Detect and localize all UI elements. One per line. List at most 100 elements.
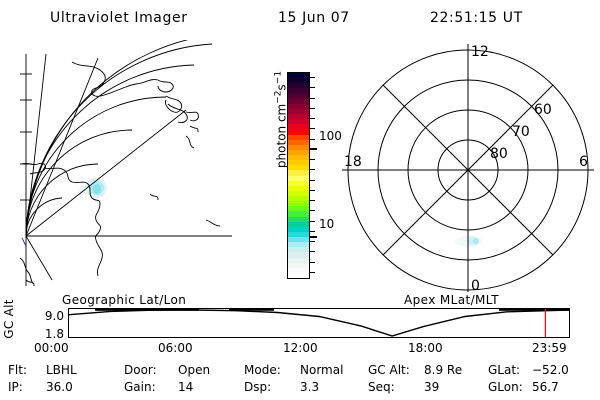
colorbar-cell [288, 231, 309, 237]
colorbar-cell [288, 185, 309, 191]
orbit-coverage-bar [229, 309, 274, 311]
colorbar-cell [288, 144, 309, 150]
colorbar-minor-tick [309, 179, 315, 181]
colorbar-cell [288, 129, 309, 135]
status-value: 39 [424, 380, 440, 394]
status-value: 56.7 [532, 380, 559, 394]
apex-panel-title: Apex MLat/MLT [404, 293, 499, 307]
status-label: IP: [8, 380, 23, 394]
colorbar-tick-label-10: 10 [319, 217, 335, 231]
status-value: 36.0 [46, 380, 73, 394]
aurora-emission-apex [453, 235, 482, 247]
colorbar-cell [288, 272, 309, 278]
colorbar-cell [288, 134, 309, 140]
colorbar-cell [288, 262, 309, 268]
status-label: Flt: [8, 363, 27, 377]
status-label: GLat: [488, 363, 521, 377]
colorbar-cell [288, 247, 309, 253]
colorbar-minor-tick [309, 118, 315, 119]
mlat-label-60: 60 [534, 102, 552, 118]
colorbar-cell [288, 170, 309, 176]
colorbar-minor-tick [309, 107, 315, 109]
colorbar-cell [288, 257, 309, 263]
status-value: 8.9 Re [424, 363, 463, 377]
colorbar-cell [288, 155, 309, 161]
pole-marker-icon [21, 237, 27, 247]
instrument-title: Ultraviolet Imager [50, 10, 188, 26]
status-value: Open [178, 363, 211, 377]
meridian-ticks [20, 73, 32, 201]
colorbar-cell [288, 267, 309, 273]
status-value: LBHL [46, 363, 77, 377]
geographic-map-svg [19, 40, 232, 287]
colorbar-cell [288, 119, 309, 125]
orbit-trace-svg [69, 309, 569, 337]
colorbar-major-tick [309, 236, 317, 238]
mlt-label-6: 6 [579, 154, 588, 170]
colorbar-major-tick [309, 148, 317, 150]
mlat-label-80: 80 [490, 146, 508, 162]
colorbar-minor-tick [309, 138, 315, 140]
colorbar-cell [288, 201, 309, 207]
colorbar-cell [288, 114, 309, 120]
colorbar-cell [288, 211, 309, 217]
colorbar-minor-tick [309, 189, 315, 191]
colorbar-minor-tick [309, 97, 315, 99]
orbit-ylabel: GC Alt [2, 299, 16, 339]
mlt-label-12: 12 [471, 44, 489, 60]
colorbar-cell [288, 206, 309, 212]
colorbar-minor-tick [309, 261, 315, 263]
colorbar-cell [288, 237, 309, 243]
colorbar-minor-tick [309, 87, 315, 89]
orbit-xtick-3: 18:00 [408, 341, 443, 355]
latitude-grid-lines [25, 40, 213, 237]
apex-polar-svg: 12 6 0 18 60 70 80 [342, 44, 594, 292]
colorbar-cell [288, 124, 309, 130]
status-label: Door: [124, 363, 157, 377]
colorbar-cell [288, 252, 309, 258]
observation-date: 15 Jun 07 [278, 10, 350, 26]
colorbar-unit-exp1: −2 [273, 90, 284, 104]
geographic-panel-title: Geographic Lat/Lon [62, 293, 187, 307]
colorbar-cell [288, 160, 309, 166]
orbit-xtick-2: 12:00 [283, 341, 318, 355]
apex-polar-panel: 12 6 0 18 60 70 80 [340, 42, 598, 292]
orbit-altitude-trace [69, 310, 569, 336]
longitude-grid-lines [25, 53, 232, 286]
colorbar-minor-tick [309, 128, 315, 130]
colorbar-minor-tick [309, 241, 315, 242]
colorbar-minor-tick [309, 251, 315, 253]
colorbar-cell [288, 103, 309, 109]
colorbar-cell [288, 196, 309, 202]
colorbar-minor-tick [309, 271, 315, 273]
colorbar-cell [288, 242, 309, 248]
mlt-label-0: 0 [471, 278, 480, 292]
colorbar-minor-tick [309, 230, 315, 232]
status-label: Seq: [368, 380, 395, 394]
colorbar-minor-tick [309, 159, 315, 160]
status-value: 3.3 [300, 380, 320, 394]
colorbar-cell [288, 88, 309, 94]
status-block: Flt: LBHL Door: Open Mode: Normal GC Alt: 8.9 R… [0, 362, 600, 400]
mlt-label-18: 18 [344, 154, 362, 170]
colorbar-minor-tick [309, 200, 315, 201]
status-label: GC Alt: [368, 363, 410, 377]
status-label: Dsp: [244, 380, 272, 394]
colorbar-minor-tick [309, 77, 315, 78]
orbit-coverage-bar [499, 309, 569, 311]
colorbar-cell [288, 78, 309, 84]
colorbar-group: photon cm−2s−1 100 10 [255, 60, 355, 290]
colorbar-cell [288, 226, 309, 232]
colorbar-minor-tick [309, 210, 315, 212]
colorbar-cell [288, 98, 309, 104]
colorbar-cell [288, 139, 309, 145]
orbit-plot-box [68, 308, 570, 338]
colorbar-minor-tick [309, 169, 315, 171]
mlat-label-70: 70 [512, 124, 530, 140]
colorbar-cell [288, 190, 309, 196]
status-label: GLon: [488, 380, 523, 394]
coastline-paths [19, 61, 221, 287]
colorbar-minor-tick [309, 220, 315, 222]
colorbar-cell [288, 175, 309, 181]
